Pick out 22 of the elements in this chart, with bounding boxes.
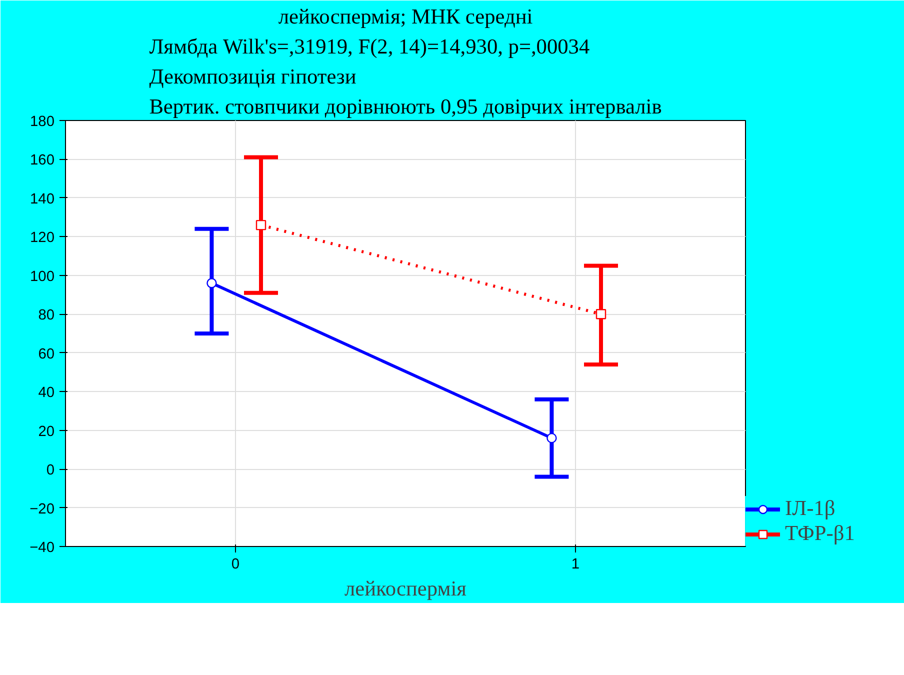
point [546, 432, 557, 444]
y-tick-label: 40 [38, 385, 55, 402]
y-tick-label: 120 [30, 230, 55, 246]
y-tick-label: 180 [30, 114, 55, 130]
y-tick-label: 60 [38, 346, 55, 362]
chart-title: лейкоспермія; МНК середні [278, 4, 533, 28]
x-axis-title: лейкоспермія [344, 576, 467, 600]
y-tick-label: 160 [30, 152, 55, 169]
point [256, 220, 266, 230]
y-tick-label: −20 [30, 501, 55, 518]
legend-label: ІЛ-1β [785, 496, 836, 521]
chart-subtitle: Лямбда Wilk's=,31919, F(2, 14)=14,930, p=,00034 Декомпозиція гіпотези Вертик. стовпчики дорівнюють 0,95 довірчих інтервалів [149, 34, 662, 118]
point [596, 309, 606, 320]
y-tick-label: 80 [38, 308, 55, 324]
y-tick-label: 20 [38, 424, 55, 440]
y-tick-label: 100 [30, 268, 55, 285]
y-tick-label: 0 [46, 462, 55, 479]
x-tick-label: 1 [571, 556, 580, 572]
y-tick-label: 140 [30, 191, 55, 208]
point [206, 278, 217, 288]
legend-label: ТФР-β1 [785, 521, 855, 546]
y-tick-label: −40 [30, 540, 55, 556]
